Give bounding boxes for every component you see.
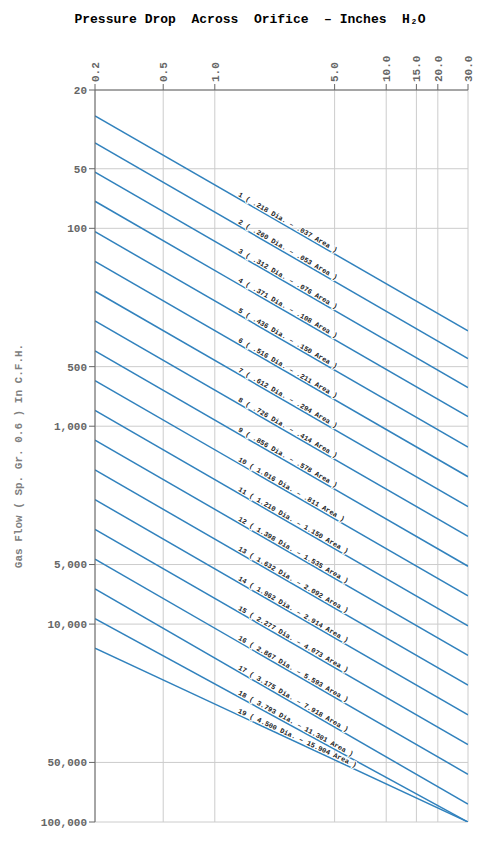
svg-text:20: 20 [74, 85, 87, 97]
svg-text:12 ( 1.398 Dia. – 1.535 Area ): 12 ( 1.398 Dia. – 1.535 Area ) [236, 515, 350, 585]
svg-text:1,000: 1,000 [54, 421, 87, 433]
svg-text:30.0: 30.0 [463, 56, 475, 82]
svg-text:10.0: 10.0 [381, 56, 393, 82]
svg-text:100,000: 100,000 [41, 817, 87, 829]
svg-text:50: 50 [74, 164, 87, 176]
svg-text:17 ( 3.175 Dia. – 7.918 Area ): 17 ( 3.175 Dia. – 7.918 Area ) [236, 663, 350, 734]
svg-text:11 ( 1.210 Dia. – 1.150 Area ): 11 ( 1.210 Dia. – 1.150 Area ) [236, 485, 350, 556]
svg-text:19 ( 4.500 Dia. – 15.904 Area: 19 ( 4.500 Dia. – 15.904 Area ) [237, 707, 358, 769]
svg-text:14 ( 1.962 Dia. – 2.914 Area ): 14 ( 1.962 Dia. – 2.914 Area ) [236, 574, 350, 645]
svg-text:0.5: 0.5 [158, 62, 170, 82]
svg-text:8 ( .726 Dia. – .414 Area ): 8 ( .726 Dia. – .414 Area ) [237, 396, 339, 460]
svg-text:5.0: 5.0 [329, 62, 341, 82]
svg-text:Gas Flow ( Sp. Gr. 0.6 ) In C.: Gas Flow ( Sp. Gr. 0.6 ) In C.F.H. [13, 344, 25, 568]
svg-text:18 ( 3.793 Dia. – 11.301 Area: 18 ( 3.793 Dia. – 11.301 Area ) [237, 689, 355, 758]
svg-text:6 ( .516 Dia. – .211 Area ): 6 ( .516 Dia. – .211 Area ) [237, 336, 339, 400]
svg-text:15.0: 15.0 [411, 56, 423, 82]
svg-text:500: 500 [67, 362, 87, 374]
svg-text:1.0: 1.0 [210, 62, 222, 82]
svg-text:7 ( .612 Dia. – .294 Area ): 7 ( .612 Dia. – .294 Area ) [237, 366, 339, 430]
html-text:Pressure Drop Across Orifice –: Pressure Drop Across Orifice – Inches H₂… [74, 12, 426, 27]
svg-text:5,000: 5,000 [54, 559, 87, 571]
svg-text:1 ( .218 Dia. – .037 Area ): 1 ( .218 Dia. – .037 Area ) [236, 190, 339, 255]
svg-text:5 ( .436 Dia. – .150 Area ): 5 ( .436 Dia. – .150 Area ) [237, 307, 339, 371]
svg-text:16 ( 2.867 Dia. – 5.593 Area ): 16 ( 2.867 Dia. – 5.593 Area ) [236, 634, 350, 704]
svg-text:13 ( 1.632 Dia. – 2.092 Area ): 13 ( 1.632 Dia. – 2.092 Area ) [236, 544, 350, 615]
svg-text:10,000: 10,000 [47, 619, 87, 631]
svg-text:15 ( 2.277 Dia. – 4.073 Area ): 15 ( 2.277 Dia. – 4.073 Area ) [236, 604, 350, 675]
svg-text:100: 100 [67, 223, 87, 235]
svg-text:4 ( .371 Dia. – .108 Area ): 4 ( .371 Dia. – .108 Area ) [237, 276, 339, 340]
svg-text:2 ( .260 Dia. – .053 Area ): 2 ( .260 Dia. – .053 Area ) [237, 218, 339, 282]
svg-text:50,000: 50,000 [47, 757, 87, 769]
svg-text:0.2: 0.2 [90, 62, 102, 82]
svg-text:9 ( .856 Dia. – .578 Area ): 9 ( .856 Dia. – .578 Area ) [237, 426, 339, 490]
svg-text:20.0: 20.0 [433, 56, 445, 82]
svg-text:10 ( 1.016 Dia. – .811 Area ): 10 ( 1.016 Dia. – .811 Area ) [237, 455, 347, 523]
svg-text:3 ( .312 Dia. – .076 Area ): 3 ( .312 Dia. – .076 Area ) [237, 247, 339, 311]
